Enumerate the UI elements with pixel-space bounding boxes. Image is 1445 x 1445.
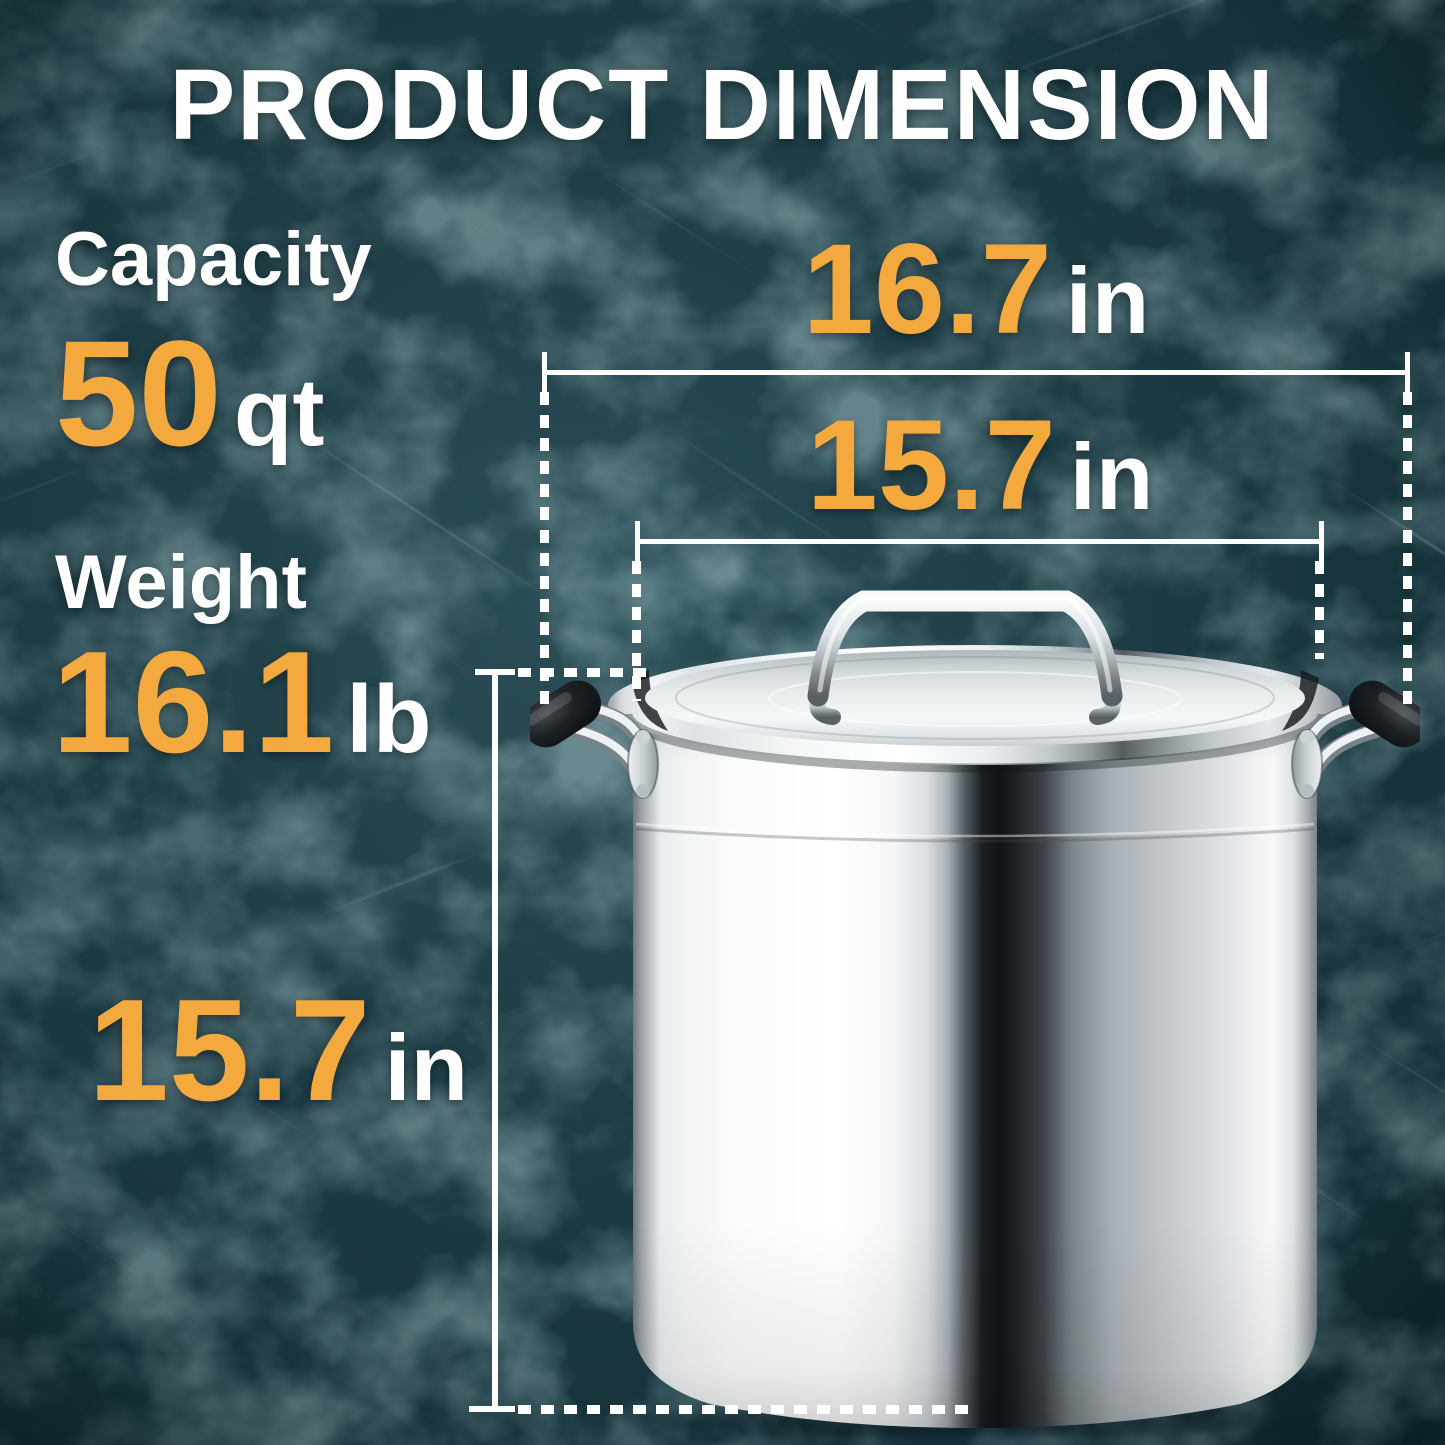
stock-pot-illustration bbox=[530, 590, 1420, 1440]
height-extension-top bbox=[518, 668, 646, 677]
capacity-label: Capacity bbox=[55, 217, 372, 302]
height-dimension-line bbox=[492, 672, 498, 1410]
height-cap-top bbox=[475, 669, 515, 675]
pot-body bbox=[633, 688, 1317, 1428]
height-label: 15.7 in bbox=[80, 978, 468, 1123]
overall-width-extension-right bbox=[1403, 392, 1412, 714]
overall-width-cap-right bbox=[1405, 352, 1410, 392]
overall-width-dimension-line bbox=[545, 370, 1407, 375]
body-width-extension-left bbox=[632, 561, 641, 701]
height-value: 15.7 bbox=[88, 969, 371, 1131]
body-width-dimension-line bbox=[638, 539, 1322, 544]
weight-value: 16.1 bbox=[52, 621, 335, 783]
body-width-label: 15.7 in bbox=[638, 402, 1322, 530]
body-width-cap-right bbox=[1319, 521, 1324, 561]
body-width-value: 15.7 bbox=[806, 394, 1056, 537]
weight-unit: lb bbox=[346, 666, 432, 773]
overall-width-label: 16.7 in bbox=[545, 226, 1407, 354]
capacity-unit: qt bbox=[233, 359, 325, 466]
body-width-unit: in bbox=[1069, 424, 1154, 529]
capacity-value: 50 bbox=[55, 309, 222, 477]
page-title: PRODUCT DIMENSION bbox=[169, 49, 1276, 161]
pot-lid bbox=[645, 650, 1305, 746]
height-cap-bottom bbox=[469, 1406, 515, 1412]
capacity-value-row: 50 qt bbox=[55, 318, 324, 468]
overall-width-value: 16.7 bbox=[802, 218, 1052, 361]
overall-width-unit: in bbox=[1065, 248, 1150, 353]
height-extension-bottom bbox=[518, 1405, 973, 1414]
body-width-extension-right bbox=[1315, 561, 1324, 659]
body-width-cap-left bbox=[635, 521, 640, 561]
pot-right-handle bbox=[1291, 680, 1420, 799]
pot-lid-handle bbox=[807, 590, 1123, 725]
overall-width-cap-left bbox=[542, 352, 547, 392]
weight-value-row: 16.1 lb bbox=[52, 630, 432, 775]
pot-left-handle bbox=[530, 680, 659, 799]
height-unit: in bbox=[384, 1015, 468, 1120]
overall-width-extension-left bbox=[540, 392, 549, 710]
weight-label: Weight bbox=[55, 540, 307, 625]
